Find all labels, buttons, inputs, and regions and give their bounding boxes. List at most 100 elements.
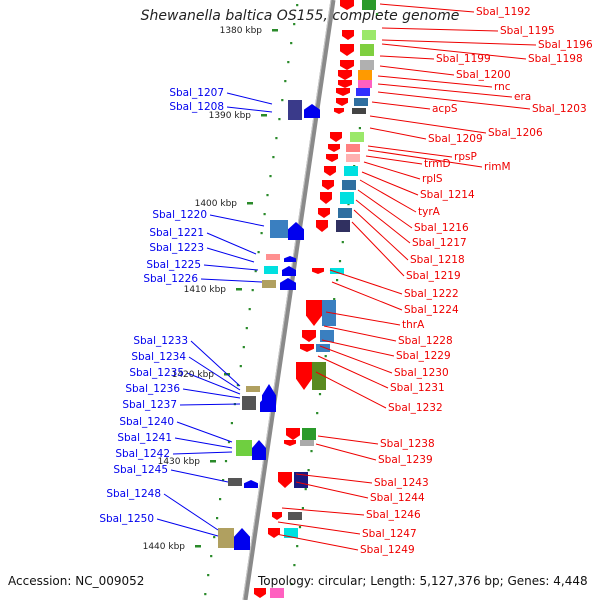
ruler-label: 1420 kbp	[172, 370, 215, 380]
leader-line	[186, 372, 241, 395]
gene-block	[288, 512, 302, 520]
gene-label-right: Sbal_1216	[414, 222, 469, 234]
reverse-gene-arrow	[302, 330, 316, 342]
ruler-dot	[263, 213, 266, 216]
ruler-dot	[336, 279, 339, 282]
gene-label-left: Sbal_1226	[143, 273, 198, 285]
leader-line	[369, 127, 427, 140]
ruler-dot	[324, 355, 327, 358]
leader-line	[226, 92, 273, 105]
leader-line	[379, 3, 475, 13]
leader-line	[365, 155, 423, 165]
ruler-dot	[290, 42, 293, 45]
reverse-gene-arrow	[268, 528, 280, 538]
leader-line	[315, 443, 377, 461]
gene-label-right: Sbal_1198	[528, 53, 583, 65]
gene-block	[262, 280, 276, 288]
gene-block	[344, 166, 358, 176]
leader-line	[321, 339, 395, 357]
reverse-gene-arrow	[322, 180, 334, 190]
leader-line	[361, 171, 419, 196]
gene-label-right: Sbal_1231	[390, 382, 445, 394]
leader-line	[206, 232, 257, 255]
leader-line	[355, 199, 411, 244]
ruler-dot	[242, 346, 245, 349]
gene-block	[242, 396, 256, 410]
ruler-dot	[307, 469, 310, 472]
leader-line	[317, 435, 379, 445]
gene-label-right: Sbal_1200	[456, 69, 511, 81]
ruler-dot	[318, 393, 322, 396]
gene-label-right: Sbal_1195	[500, 25, 555, 37]
gene-label-right: Sbal_1203	[532, 103, 587, 115]
leader-line	[163, 493, 219, 531]
reverse-gene-arrow	[336, 88, 350, 96]
ruler-dot	[227, 441, 231, 444]
ruler-dot	[296, 545, 299, 548]
gene-label-right: Sbal_1249	[360, 544, 415, 556]
ruler-dot	[304, 488, 307, 491]
gene-block	[350, 132, 364, 142]
gene-label-left: Sbal_1236	[125, 383, 180, 395]
leader-line	[182, 388, 241, 399]
gene-block	[338, 208, 352, 218]
ruler-major-tick	[210, 460, 216, 463]
leader-line	[170, 469, 229, 483]
gene-label-right: Sbal_1238	[380, 438, 435, 450]
leader-line	[377, 83, 513, 98]
ruler-dot	[239, 365, 242, 368]
gene-label-right: Sbal_1192	[476, 6, 531, 18]
ruler-dot	[287, 61, 290, 64]
gene-label-right: Sbal_1199	[436, 53, 491, 65]
gene-label-right: Sbal_1219	[406, 270, 461, 282]
gene-label-right: Sbal_1206	[488, 127, 543, 139]
leader-line	[174, 437, 233, 449]
ruler-dot	[293, 23, 296, 26]
leader-line	[371, 101, 431, 110]
gene-label-left: Sbal_1220	[152, 209, 207, 221]
reverse-gene-arrow	[306, 300, 322, 326]
gene-block	[342, 180, 356, 190]
gene-label-left: Sbal_1248	[106, 488, 161, 500]
accession-text: Accession: NC_009052	[8, 574, 145, 588]
gene-label-right: Sbal_1239	[378, 454, 433, 466]
gene-block	[218, 528, 234, 548]
ruler-dot	[210, 555, 213, 558]
leader-line	[277, 521, 361, 535]
reverse-gene-arrow	[254, 588, 266, 598]
gene-label-left: Sbal_1225	[146, 259, 201, 271]
leader-line	[363, 161, 421, 180]
leader-line	[295, 481, 369, 499]
leader-line	[359, 179, 417, 213]
forward-gene-arrow	[260, 396, 272, 412]
ruler-dot	[224, 460, 228, 463]
gene-label-right: Sbal_1243	[374, 477, 429, 489]
gene-block	[352, 108, 366, 114]
gene-label-right: Sbal_1224	[404, 304, 459, 316]
gene-block	[246, 386, 260, 392]
gene-label-left: Sbal_1223	[149, 242, 204, 254]
ruler-dot	[257, 251, 260, 254]
chromosome-axis-highlight	[242, 0, 332, 600]
ruler-major-tick	[272, 29, 278, 32]
gene-block	[266, 254, 280, 260]
gene-block	[330, 268, 344, 274]
ruler-dot	[298, 526, 302, 529]
gene-block	[270, 220, 288, 238]
ruler-major-tick	[236, 288, 242, 291]
ruler-dot	[213, 536, 216, 539]
gene-block	[346, 154, 360, 162]
reverse-gene-arrow	[318, 208, 330, 218]
leader-line	[351, 221, 405, 277]
ruler-dot	[219, 498, 222, 501]
leader-line	[353, 209, 409, 261]
ruler-label: 1410 kbp	[184, 285, 227, 295]
topology-text: Topology: circular; Length: 5,127,376 bp…	[258, 574, 588, 588]
gene-label-right: Sbal_1222	[404, 288, 459, 300]
reverse-gene-arrow	[340, 60, 354, 70]
ruler-dot	[251, 289, 254, 292]
gene-label-left: Sbal_1240	[119, 416, 174, 428]
gene-label-right: era	[514, 91, 531, 103]
leader-line	[319, 345, 393, 374]
gene-block	[300, 440, 314, 446]
